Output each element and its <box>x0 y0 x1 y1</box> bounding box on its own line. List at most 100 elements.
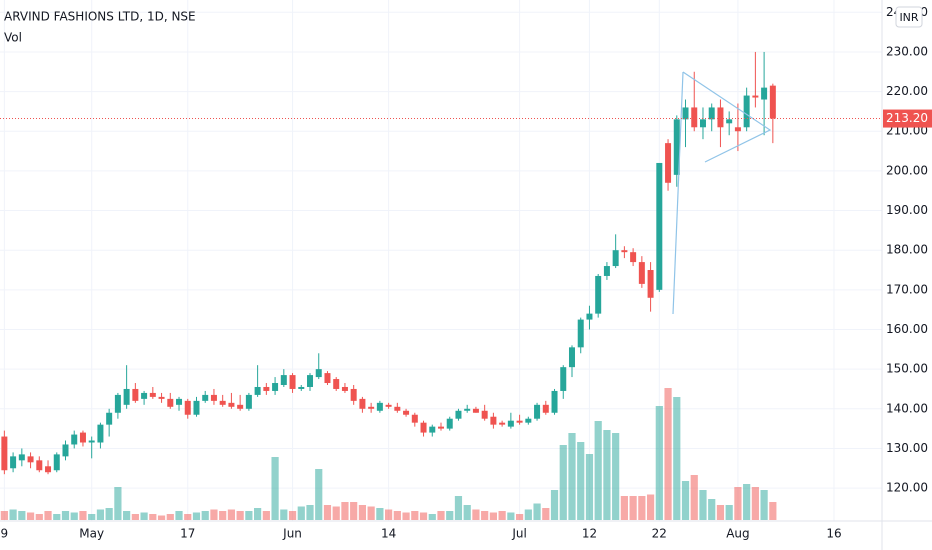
candle-body <box>324 373 331 384</box>
candle-body <box>10 456 17 469</box>
candle-body <box>307 375 314 387</box>
y-tick-label: 140.00 <box>886 401 928 415</box>
candle-body <box>699 119 706 128</box>
candle-body <box>123 388 130 405</box>
volume-bar <box>533 503 541 520</box>
volume-bar <box>515 514 524 520</box>
candle-body <box>53 454 60 471</box>
candle-body <box>341 386 348 391</box>
candle-body <box>647 270 654 298</box>
candle-body <box>359 398 366 409</box>
volume-bar <box>166 514 174 520</box>
currency[interactable]: INR <box>899 11 918 24</box>
volume-bar <box>245 511 253 520</box>
candle-body <box>141 392 148 399</box>
candle-body <box>385 404 392 407</box>
volume-bar <box>367 506 375 520</box>
candle-body <box>245 394 252 409</box>
volume-bar <box>402 512 410 520</box>
y-tick-label: 230.00 <box>886 44 928 58</box>
volume-bar <box>157 515 166 520</box>
x-tick-label: Jul <box>511 527 526 541</box>
candle-body <box>656 162 663 290</box>
trend-line <box>672 71 684 315</box>
volume-bar <box>358 505 367 520</box>
candle-body <box>638 262 645 284</box>
volume-bar <box>70 512 78 520</box>
volume-bar <box>192 512 201 520</box>
volume-bar <box>664 388 672 520</box>
candle-body <box>560 367 567 391</box>
volume-bar <box>681 481 690 520</box>
volume-bar <box>594 421 602 520</box>
volume-bar <box>629 496 637 520</box>
x-tick-label: 9 <box>1 527 9 541</box>
candle-body <box>71 434 78 445</box>
candle-body <box>534 404 541 419</box>
currency-box[interactable] <box>895 6 923 28</box>
volume-bar <box>385 509 393 520</box>
candle-body <box>429 426 436 433</box>
candle-body <box>237 404 244 409</box>
candle-body <box>691 107 698 128</box>
candle-body <box>149 392 156 397</box>
volume-bar <box>638 496 646 520</box>
volume-bar <box>306 505 314 520</box>
volume-bar <box>323 505 332 520</box>
candle-body <box>665 143 672 183</box>
candle-body <box>254 386 261 395</box>
candle-body <box>630 252 637 263</box>
volume-bar <box>149 514 157 520</box>
candle-body <box>612 250 619 267</box>
candle-body <box>315 369 322 378</box>
y-tick-label: 170.00 <box>886 282 928 296</box>
last-price-box <box>883 109 932 128</box>
candle-body <box>438 426 444 429</box>
x-tick-label: 12 <box>582 527 597 541</box>
volume-bar <box>96 509 105 520</box>
candle-body <box>464 408 471 411</box>
volume-bar <box>498 511 506 520</box>
x-tick-label: 16 <box>826 527 841 541</box>
volume-bar <box>53 514 61 520</box>
volume-bar <box>646 494 655 520</box>
volume-bar <box>760 490 768 520</box>
volume-bar <box>734 487 742 520</box>
candle-body <box>202 394 209 401</box>
candle-body <box>420 422 427 433</box>
volume-bar <box>568 433 576 520</box>
candle-body <box>158 396 165 399</box>
volume-bar <box>716 505 725 520</box>
volume-bar <box>472 509 480 520</box>
axes: 120.00 130.00 140.00 150.00 160.00 170.00 180.… <box>0 5 932 541</box>
volume-bar <box>26 512 35 520</box>
candle-body <box>97 424 104 443</box>
volume-bar <box>673 397 681 520</box>
volume-bar <box>341 502 349 520</box>
volume-bar <box>350 502 358 520</box>
candle-body <box>761 87 768 100</box>
candle-body <box>79 432 86 443</box>
x-tick-label: 22 <box>652 527 667 541</box>
candle-body <box>368 406 375 409</box>
candle-body <box>577 319 584 348</box>
volume-bar <box>9 509 17 520</box>
last-price-label: 213.20 <box>886 111 928 125</box>
candle-body <box>333 379 340 389</box>
volume-bar <box>708 499 716 520</box>
candle-body <box>682 107 689 120</box>
candle-body <box>621 250 628 253</box>
volume-bar <box>297 506 305 520</box>
volume-bar <box>88 514 96 520</box>
candle-body <box>586 313 593 320</box>
y-tick-label: 150.00 <box>886 362 928 376</box>
volume-bar <box>419 512 428 520</box>
candle-body <box>176 398 183 405</box>
volume-bar <box>612 433 620 520</box>
candle-body <box>376 402 383 411</box>
volume-bar <box>751 487 759 520</box>
y-tick-label: 200.00 <box>886 163 928 177</box>
candle-body <box>743 95 750 128</box>
volume-bar <box>769 502 777 520</box>
price-pane <box>1 51 776 475</box>
